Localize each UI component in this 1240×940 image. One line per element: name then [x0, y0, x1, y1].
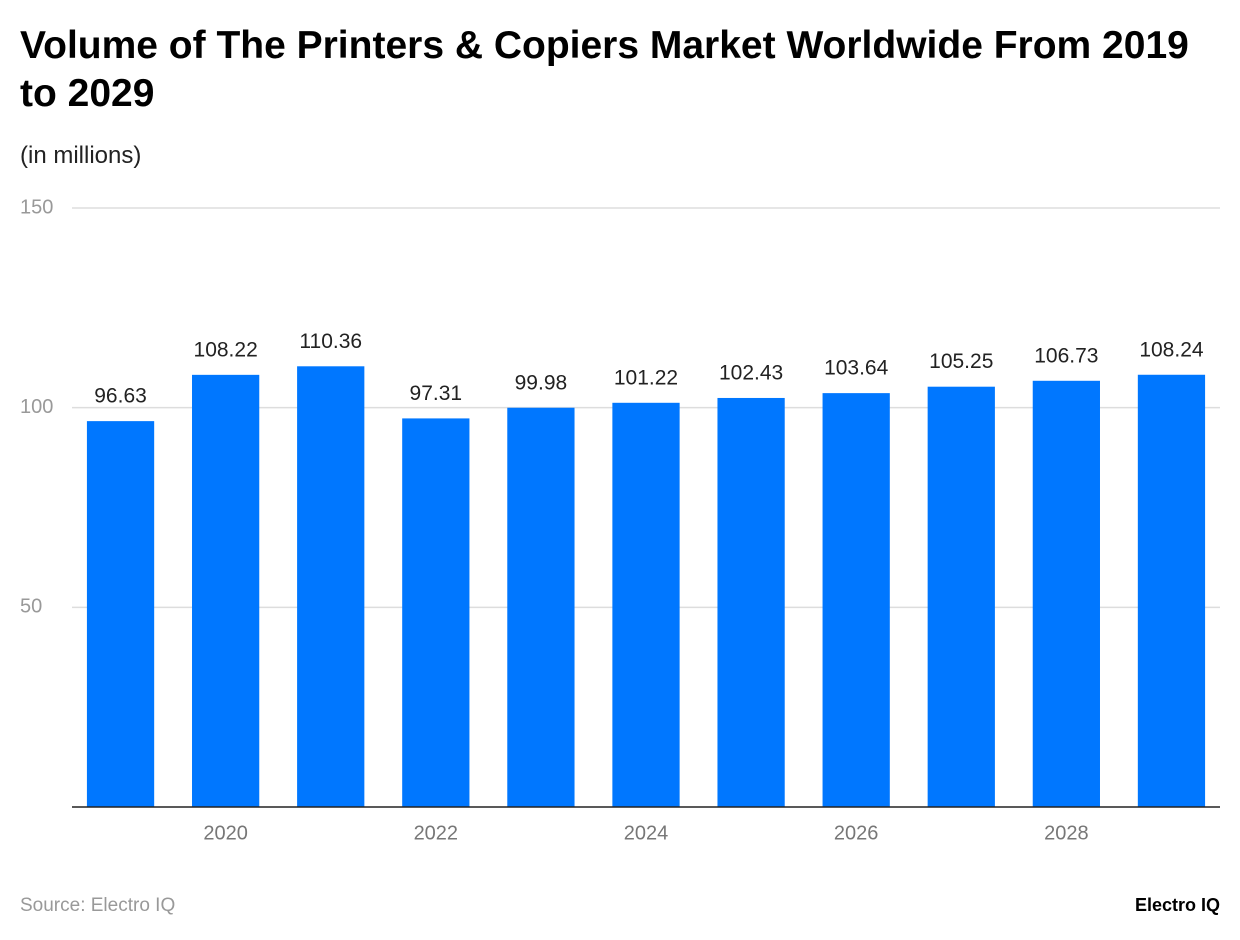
data-label: 97.31 [410, 382, 463, 405]
chart-subtitle: (in millions) [20, 142, 142, 169]
data-label: 105.25 [929, 350, 993, 373]
bar [86, 421, 155, 807]
x-tick-label: 2020 [203, 822, 248, 844]
chart: 50 100 150 96.63 2020 108.22 110.36 2022 97.31 99… [20, 196, 1220, 844]
data-label: 110.36 [299, 330, 362, 353]
x-tick-label: 2026 [834, 822, 879, 844]
data-label: 103.64 [824, 357, 889, 380]
bar [192, 374, 260, 807]
bar [927, 386, 995, 807]
data-label: 108.24 [1139, 338, 1204, 361]
y-tick-label: 50 [20, 596, 42, 618]
source-note: Source: Electro IQ [20, 895, 176, 916]
bar [507, 407, 575, 807]
chart-title: Volume of The Printers & Copiers Market … [20, 24, 1189, 115]
x-tick-label: 2028 [1044, 822, 1089, 844]
bar [297, 366, 365, 807]
data-label: 108.22 [194, 338, 258, 361]
bar [1137, 374, 1206, 807]
data-label: 102.43 [719, 362, 783, 385]
bar [717, 397, 785, 807]
data-label: 96.63 [94, 385, 147, 408]
bar [822, 393, 890, 807]
data-label: 106.73 [1034, 344, 1098, 367]
bar [1032, 380, 1100, 807]
x-tick-label: 2022 [414, 822, 459, 844]
x-tick-label: 2024 [624, 822, 669, 844]
y-tick-label: 150 [20, 196, 53, 218]
y-tick-label: 100 [20, 396, 53, 418]
bar [402, 418, 470, 807]
bar [612, 402, 680, 807]
data-label: 101.22 [614, 366, 678, 389]
data-label: 99.98 [515, 371, 568, 394]
brand-logo: Electro IQ [1134, 895, 1220, 915]
